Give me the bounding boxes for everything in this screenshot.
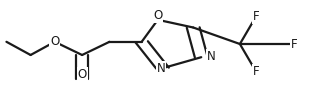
Text: F: F — [253, 65, 259, 78]
Text: O: O — [78, 68, 87, 81]
Text: N: N — [156, 62, 166, 75]
Text: O: O — [153, 9, 162, 22]
Text: F: F — [291, 38, 298, 50]
Text: F: F — [253, 10, 259, 23]
Text: O: O — [50, 35, 59, 48]
Text: N: N — [206, 50, 215, 63]
